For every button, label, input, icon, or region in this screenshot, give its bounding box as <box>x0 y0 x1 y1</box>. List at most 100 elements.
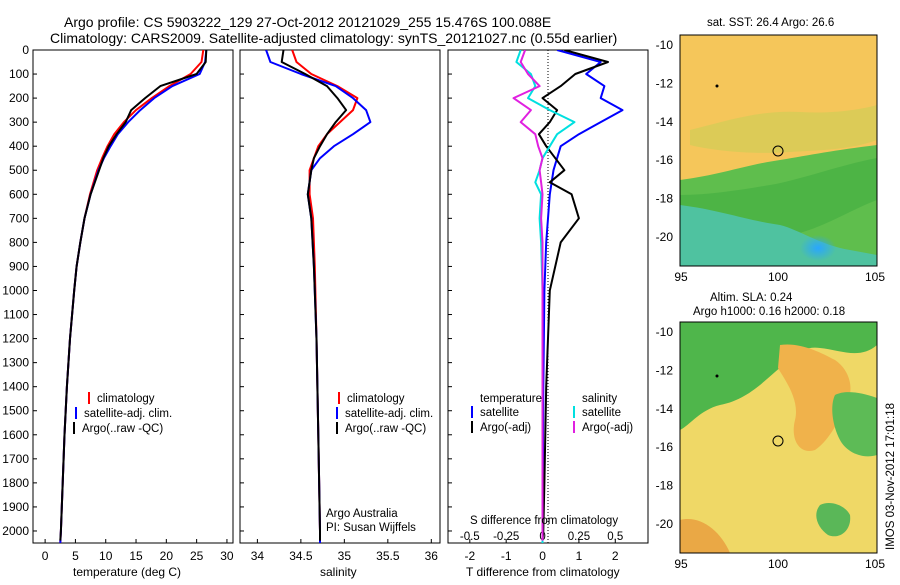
sla-map-title1: Altim. SLA: 0.24 <box>710 292 793 304</box>
sst-map-ticks: 95 100 105 -10 -12 -14 -16 -18 -20 <box>656 38 886 284</box>
diff-temperature-heading: temperature <box>480 393 542 405</box>
header-line1: Argo profile: CS 5903222_129 27-Oct-2012… <box>64 14 551 30</box>
depth-tick-label: 1400 <box>2 380 29 394</box>
x-tick-label: 25 <box>190 549 204 563</box>
map-lon-label: 95 <box>674 270 688 284</box>
x-tick-label: 35.5 <box>376 549 400 563</box>
diff-temp-argo-label: Argo(-adj) <box>480 422 531 434</box>
x-tick-label: 34 <box>251 549 265 563</box>
s-difference-label: S difference from climatology <box>470 515 618 527</box>
sla-map-ticks: 95 100 105 -10 -12 -14 -16 -18 -20 <box>656 325 886 571</box>
t-difference-label: T difference from climatology <box>466 565 620 579</box>
temperature-legend: climatology satellite-adj. clim. Argo(..… <box>73 392 172 435</box>
map-lat-label: -16 <box>656 153 674 167</box>
legend-argo-label: Argo(..raw -QC) <box>345 423 426 435</box>
salinity-x-label: salinity <box>320 565 357 579</box>
depth-tick-label: 1600 <box>2 428 29 442</box>
sst-transition-zone <box>690 105 877 153</box>
sla-low-region <box>680 322 877 430</box>
depth-tick-label: 600 <box>9 187 29 201</box>
temperature-x-ticks: 0 5 10 15 20 25 30 <box>42 539 234 563</box>
map-lat-label: -10 <box>656 325 674 339</box>
depth-tick-label: 700 <box>9 211 29 225</box>
diff-temp-satellite-label: satellite <box>480 407 519 419</box>
series-line-temperature-satellite <box>541 50 624 543</box>
map-lon-label: 95 <box>674 557 688 571</box>
salinity-x-ticks: 34 34.5 35 35.5 36 <box>251 539 439 563</box>
legend-climatology-label: climatology <box>347 393 405 405</box>
series-line-salinity-argo-adj- <box>512 50 544 541</box>
series-line-temperature-argo-adj- <box>537 50 609 541</box>
sla-east-low <box>832 392 877 457</box>
x-tick-label: 2 <box>612 549 619 563</box>
depth-tick-label: 900 <box>9 259 29 273</box>
depth-tick-label: 1900 <box>2 500 29 514</box>
x-tick-label: 0 <box>539 549 546 563</box>
x-tick-label: -1 <box>501 549 512 563</box>
depth-tick-label: 500 <box>9 163 29 177</box>
sla-high-ridge <box>778 344 851 451</box>
credit-line2: PI: Susan Wijffels <box>326 522 416 534</box>
sst-map-frame <box>679 34 878 267</box>
sla-southern-low <box>816 503 851 537</box>
depth-tick-label: 1300 <box>2 356 29 370</box>
map-lat-label: -10 <box>656 38 674 52</box>
depth-tick-label: 800 <box>9 235 29 249</box>
salinity-panel-frame <box>239 49 441 544</box>
x-tick-label: 1 <box>576 549 583 563</box>
x-tick-label: 10 <box>99 549 113 563</box>
legend-climatology-label: climatology <box>97 393 155 405</box>
x-tick-label: 36 <box>425 549 439 563</box>
depth-tick-label: 1800 <box>2 476 29 490</box>
series-line-argo-raw-qc- <box>59 50 208 541</box>
map-lat-label: -12 <box>656 76 674 90</box>
sla-argo-location-marker <box>772 435 784 447</box>
map-lon-label: 105 <box>865 557 885 571</box>
temperature-panel-frame <box>32 49 234 544</box>
sst-reference-dot <box>715 84 719 88</box>
diff-sal-satellite-label: satellite <box>582 407 621 419</box>
sla-southwest-high <box>680 519 730 553</box>
depth-tick-label: 1500 <box>2 404 29 418</box>
difference-legend: temperature satellite Argo(-adj) salinit… <box>471 393 633 434</box>
map-lon-label: 100 <box>768 557 788 571</box>
x-tick-label: -2 <box>464 549 475 563</box>
x2-tick-label: 0.5 <box>607 531 623 543</box>
x2-tick-label: -0.5 <box>460 531 480 543</box>
x-tick-label: 15 <box>129 549 143 563</box>
temperature-series <box>59 50 208 543</box>
depth-tick-label: 400 <box>9 139 29 153</box>
sla-map-frame <box>679 321 878 554</box>
sst-argo-location-marker <box>772 145 784 157</box>
credit-line1: Argo Australia <box>326 508 398 520</box>
series-line-argo-raw-qc- <box>280 50 348 541</box>
legend-satellite-label: satellite-adj. clim. <box>84 408 172 420</box>
series-line-climatology <box>59 50 205 543</box>
sla-reference-dot <box>715 374 719 378</box>
depth-tick-label: 1200 <box>2 332 29 346</box>
temperature-x-label: temperature (deg C) <box>73 565 181 579</box>
sst-map-title: sat. SST: 26.4 Argo: 26.6 <box>707 17 834 29</box>
map-lat-label: -20 <box>656 517 674 531</box>
legend-satellite-label: satellite-adj. clim. <box>345 408 433 420</box>
depth-tick-label: 100 <box>9 67 29 81</box>
x-tick-label: 5 <box>72 549 79 563</box>
diff-salinity-heading: salinity <box>582 393 617 405</box>
sst-map <box>679 34 878 267</box>
depth-axis: 0 100 200 300 400 500 600 700 800 900 1000 1100 1200… <box>2 43 452 538</box>
sla-map <box>679 321 878 554</box>
salinity-legend: climatology satellite-adj. clim. Argo(..… <box>336 392 433 435</box>
salinity-series <box>265 50 372 543</box>
map-lat-label: -18 <box>656 479 674 493</box>
map-lat-label: -14 <box>656 402 674 416</box>
depth-tick-label: 2000 <box>2 524 29 538</box>
map-lat-label: -16 <box>656 440 674 454</box>
x-tick-label: 0 <box>42 549 49 563</box>
legend-argo-label: Argo(..raw -QC) <box>82 423 163 435</box>
x-tick-label: 30 <box>220 549 234 563</box>
map-lat-label: -20 <box>656 230 674 244</box>
sst-cold-spot <box>800 235 836 261</box>
depth-tick-label: 1700 <box>2 452 29 466</box>
difference-series <box>512 50 624 543</box>
